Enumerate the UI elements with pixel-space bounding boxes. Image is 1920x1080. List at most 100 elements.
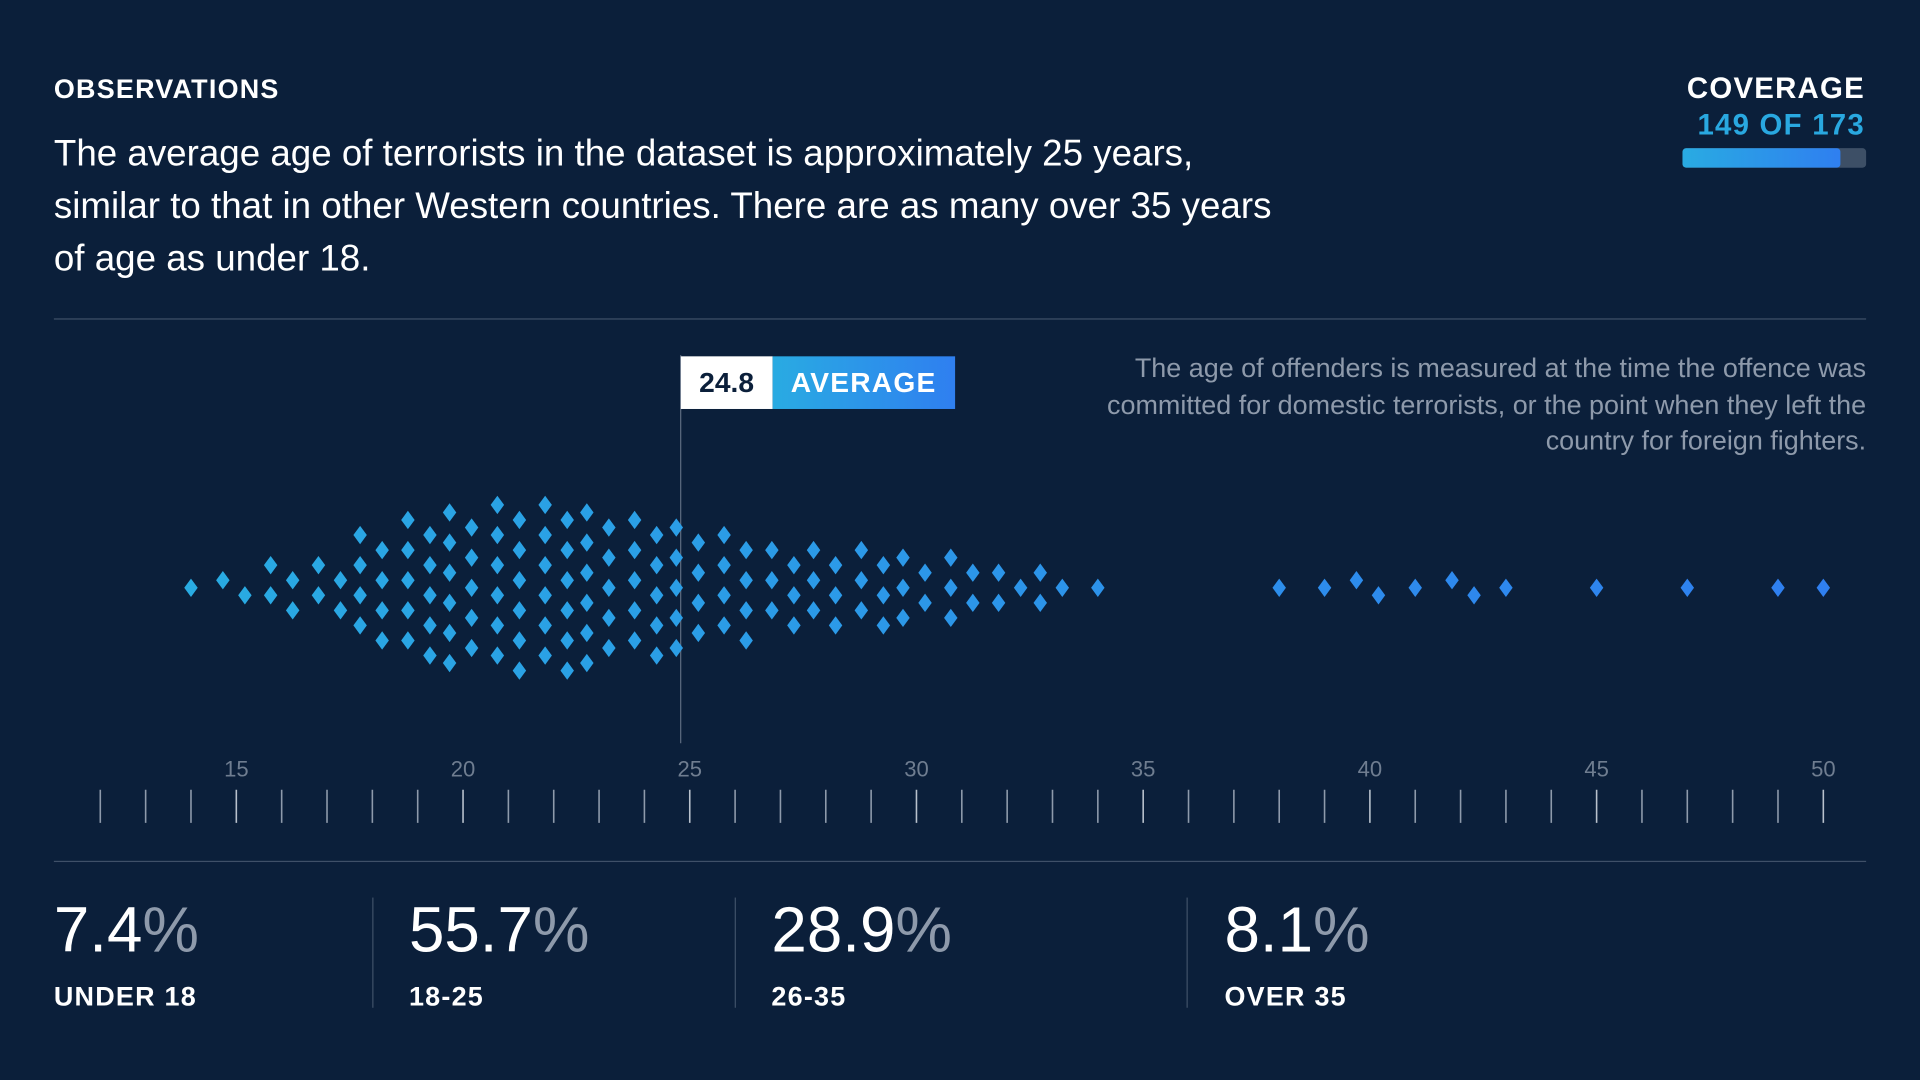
data-point <box>944 578 958 597</box>
data-point <box>560 661 574 680</box>
data-point <box>896 578 910 597</box>
data-point <box>423 616 437 635</box>
data-point <box>580 593 594 613</box>
stat-label: 26-35 <box>771 980 847 1012</box>
data-point <box>464 608 479 628</box>
average-label: AVERAGE <box>772 356 955 409</box>
stat-under-18: 7.4% UNDER 18 <box>54 894 199 1013</box>
stat-label: 18-25 <box>408 980 485 1012</box>
data-point <box>896 548 910 567</box>
data-point <box>876 586 891 605</box>
data-point <box>896 608 910 628</box>
data-point <box>739 631 753 650</box>
data-point <box>966 563 980 582</box>
data-point <box>238 586 252 605</box>
data-point <box>560 571 574 590</box>
data-point <box>423 646 437 665</box>
data-point <box>1589 578 1604 597</box>
data-point <box>538 525 552 545</box>
axis-tick-label: 45 <box>1584 756 1609 781</box>
stat-unit: % <box>1313 895 1370 967</box>
data-point <box>401 571 415 590</box>
section-title: OBSERVATIONS <box>53 73 280 105</box>
data-point <box>854 571 869 590</box>
data-point <box>828 616 843 635</box>
data-point <box>1816 578 1831 597</box>
data-point <box>1408 578 1422 597</box>
data-point <box>1467 586 1481 605</box>
data-point <box>627 601 642 620</box>
data-point <box>627 540 642 560</box>
data-point <box>512 540 527 560</box>
data-point <box>490 495 505 515</box>
data-point <box>854 601 869 620</box>
data-point <box>765 571 779 590</box>
data-point <box>442 623 457 643</box>
stat-unit: % <box>895 895 953 967</box>
data-point <box>423 525 437 545</box>
data-point <box>1680 578 1695 597</box>
observation-text: The average age of terrorists in the dat… <box>53 133 1272 280</box>
data-point <box>580 503 594 522</box>
data-point <box>739 571 753 590</box>
data-point <box>991 593 1006 613</box>
data-point <box>263 586 278 605</box>
data-point <box>353 586 367 605</box>
data-point <box>464 578 479 597</box>
data-point <box>717 616 731 635</box>
data-point <box>401 601 415 620</box>
data-point <box>627 631 642 650</box>
data-point <box>854 540 869 560</box>
data-point <box>944 608 958 628</box>
data-point <box>538 586 552 605</box>
data-point <box>184 578 198 597</box>
data-point <box>512 631 527 650</box>
data-point <box>691 533 706 552</box>
data-point <box>512 510 527 530</box>
data-point <box>717 555 731 575</box>
stat-value: 7.4 <box>53 895 143 967</box>
axis-tick-label: 20 <box>451 756 476 781</box>
beeswarm-chart: 15 20 25 30 35 40 45 50 <box>99 355 1836 823</box>
average-value: 24.8 <box>680 356 773 409</box>
data-point <box>560 540 574 560</box>
data-point <box>602 638 616 658</box>
data-point <box>442 503 457 522</box>
data-point <box>442 653 457 673</box>
data-point <box>401 631 415 650</box>
data-point <box>806 601 821 620</box>
data-point <box>464 518 479 537</box>
data-point <box>1033 593 1047 613</box>
data-point <box>649 616 664 635</box>
stat-18-25: 55.7% 18-25 <box>409 894 590 1013</box>
data-point <box>216 571 230 590</box>
axis-tick-label: 15 <box>224 756 249 781</box>
data-point <box>739 540 753 560</box>
data-point <box>1771 578 1785 597</box>
data-point <box>490 525 505 545</box>
axis-tick-label: 35 <box>1131 756 1156 781</box>
data-point <box>375 631 389 650</box>
data-point <box>918 563 932 582</box>
data-point <box>1371 586 1386 605</box>
coverage-bar-fill <box>1682 148 1841 168</box>
data-point <box>717 586 731 605</box>
data-point <box>691 623 706 643</box>
coverage-bar <box>1682 148 1867 168</box>
data-point <box>787 555 801 575</box>
data-point <box>806 571 821 590</box>
data-point <box>691 593 706 613</box>
data-point <box>490 555 505 575</box>
data-point <box>580 653 594 673</box>
data-point <box>560 510 574 530</box>
data-point <box>580 533 594 552</box>
data-point <box>602 608 616 628</box>
stat-value: 28.9 <box>771 895 896 967</box>
data-point <box>263 555 278 575</box>
data-point <box>627 510 642 530</box>
data-point <box>333 601 348 620</box>
data-point <box>538 495 552 515</box>
axis-tick-label: 50 <box>1811 756 1836 781</box>
data-point <box>311 555 326 575</box>
